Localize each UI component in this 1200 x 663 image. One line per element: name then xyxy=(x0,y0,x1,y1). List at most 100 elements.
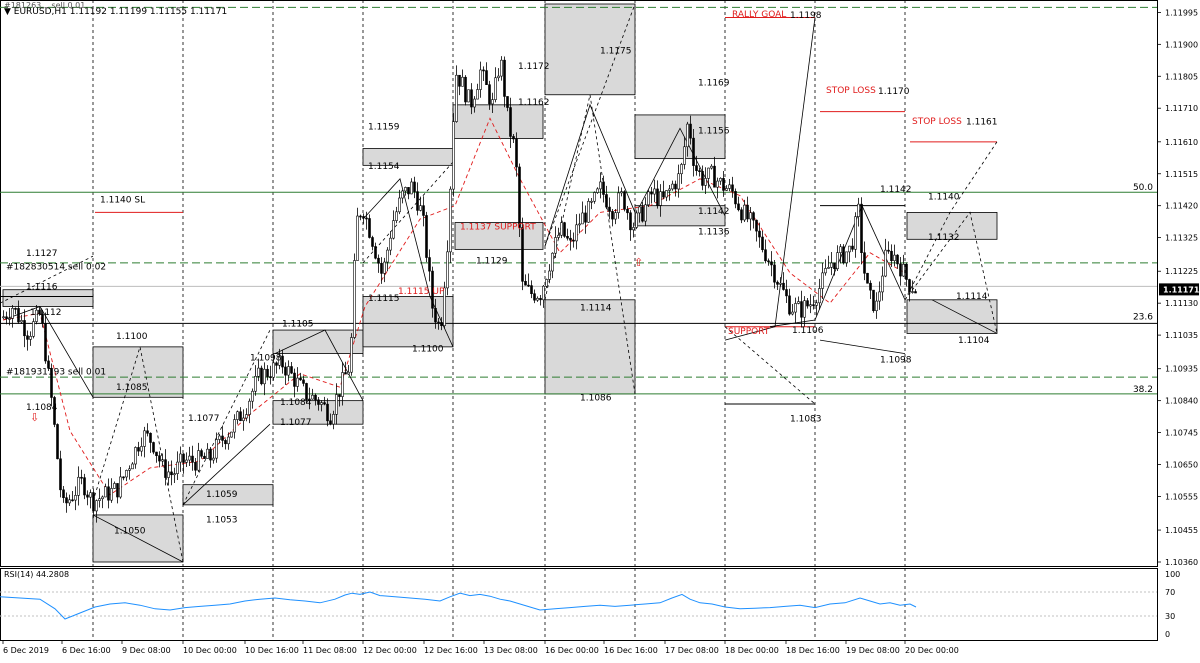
annotation-label: STOP LOSS xyxy=(826,86,876,96)
x-axis-tick-label: 10 Dec 16:00 xyxy=(245,646,299,655)
candle-body xyxy=(557,234,560,238)
candle-body xyxy=(110,488,113,501)
candle-body xyxy=(497,75,500,79)
price-label: 1.1059 xyxy=(206,490,238,500)
candle-body xyxy=(296,377,299,387)
candle-body xyxy=(809,304,812,307)
candle-body xyxy=(632,227,635,231)
candle-body xyxy=(83,477,86,496)
candle-body xyxy=(212,457,215,461)
candle-body xyxy=(116,483,119,498)
candle-body xyxy=(785,289,788,297)
rsi-line xyxy=(0,591,917,620)
candle-body xyxy=(902,264,905,277)
candle-body xyxy=(257,367,260,377)
candle-body xyxy=(875,300,878,312)
candle-body xyxy=(245,414,248,419)
price-label: 1.1083 xyxy=(790,414,822,424)
candle-body xyxy=(614,212,617,220)
candle-body xyxy=(830,262,833,268)
candle-body xyxy=(428,257,431,272)
candle-body xyxy=(383,261,386,274)
candle-body xyxy=(653,188,656,195)
candle-body xyxy=(803,300,806,318)
candle-body xyxy=(707,167,710,179)
y-axis-tick-label: 1.11995 xyxy=(1165,8,1198,17)
candle-body xyxy=(899,263,902,277)
x-axis-tick-label: 17 Dec 08:00 xyxy=(665,646,719,655)
candle-body xyxy=(230,431,233,438)
x-axis-tick-label: 10 Dec 00:00 xyxy=(183,646,237,655)
candle-body xyxy=(860,203,863,254)
candle-body xyxy=(596,188,599,193)
current-price-tag xyxy=(1159,283,1199,296)
x-axis-tick-label: 6 Dec 16:00 xyxy=(62,646,111,655)
candle-body xyxy=(521,227,524,282)
candle-body xyxy=(779,282,782,285)
price-label: 1.1172 xyxy=(518,62,550,72)
candle-body xyxy=(41,313,44,324)
projection-line xyxy=(0,255,94,304)
price-label: 1.1053 xyxy=(206,515,238,525)
zigzag-line xyxy=(182,423,271,506)
y-axis-tick-label: 1.11805 xyxy=(1165,72,1198,81)
price-label: 1.1114 xyxy=(580,304,612,314)
candle-body xyxy=(911,291,914,293)
candle-body xyxy=(821,272,824,289)
candle-body xyxy=(311,394,314,400)
rsi-axis-label: 30 xyxy=(1165,612,1175,621)
candle-body xyxy=(545,279,548,287)
price-label: 1.1154 xyxy=(368,162,400,172)
price-zone-box xyxy=(362,296,454,348)
candle-body xyxy=(35,309,38,322)
candle-body xyxy=(410,181,413,195)
candle-body xyxy=(575,224,578,242)
zigzag-line xyxy=(2,306,94,398)
candle-body xyxy=(413,181,416,192)
price-label: 1.1050 xyxy=(114,526,146,536)
candle-body xyxy=(302,379,305,384)
candle-body xyxy=(197,450,200,471)
zigzag-line xyxy=(931,299,998,334)
candle-body xyxy=(836,252,839,270)
candle-body xyxy=(422,205,425,216)
candle-body xyxy=(164,459,167,478)
candle-body xyxy=(503,59,506,97)
candle-body xyxy=(584,212,587,223)
candle-body xyxy=(122,476,125,479)
candle-body xyxy=(344,372,347,375)
candle-body xyxy=(137,447,140,452)
candle-body xyxy=(908,279,911,293)
candle-body xyxy=(119,476,122,498)
x-axis-tick-label: 16 Dec 00:00 xyxy=(545,646,599,655)
x-axis-tick-label: 18 Dec 16:00 xyxy=(786,646,840,655)
price-label: 1.1098 xyxy=(880,356,912,366)
candle-body xyxy=(731,184,734,192)
candle-body xyxy=(248,400,251,415)
candle-body xyxy=(485,70,488,85)
candle-body xyxy=(455,74,458,122)
candle-body xyxy=(893,254,896,262)
candle-body xyxy=(224,440,227,445)
candle-body xyxy=(8,318,11,320)
rsi-title: RSI(14) 44.2808 xyxy=(4,570,69,579)
price-zone-box xyxy=(634,114,726,160)
candle-body xyxy=(263,368,266,385)
price-zone-box xyxy=(182,484,274,506)
candle-body xyxy=(878,291,881,302)
candle-body xyxy=(491,99,494,105)
candle-body xyxy=(74,495,77,501)
price-label: 1.1100 xyxy=(412,345,444,355)
candle-body xyxy=(179,453,182,463)
candle-body xyxy=(173,473,176,476)
candle-body xyxy=(86,494,89,498)
candle-body xyxy=(167,471,170,478)
price-label: 1.1084 xyxy=(280,398,312,408)
candle-body xyxy=(527,284,530,287)
candle-body xyxy=(353,260,356,338)
candle-body xyxy=(701,170,704,186)
candle-body xyxy=(425,215,428,258)
price-label: 1.1142 xyxy=(880,185,912,195)
candle-body xyxy=(761,236,764,251)
candle-body xyxy=(68,499,71,504)
